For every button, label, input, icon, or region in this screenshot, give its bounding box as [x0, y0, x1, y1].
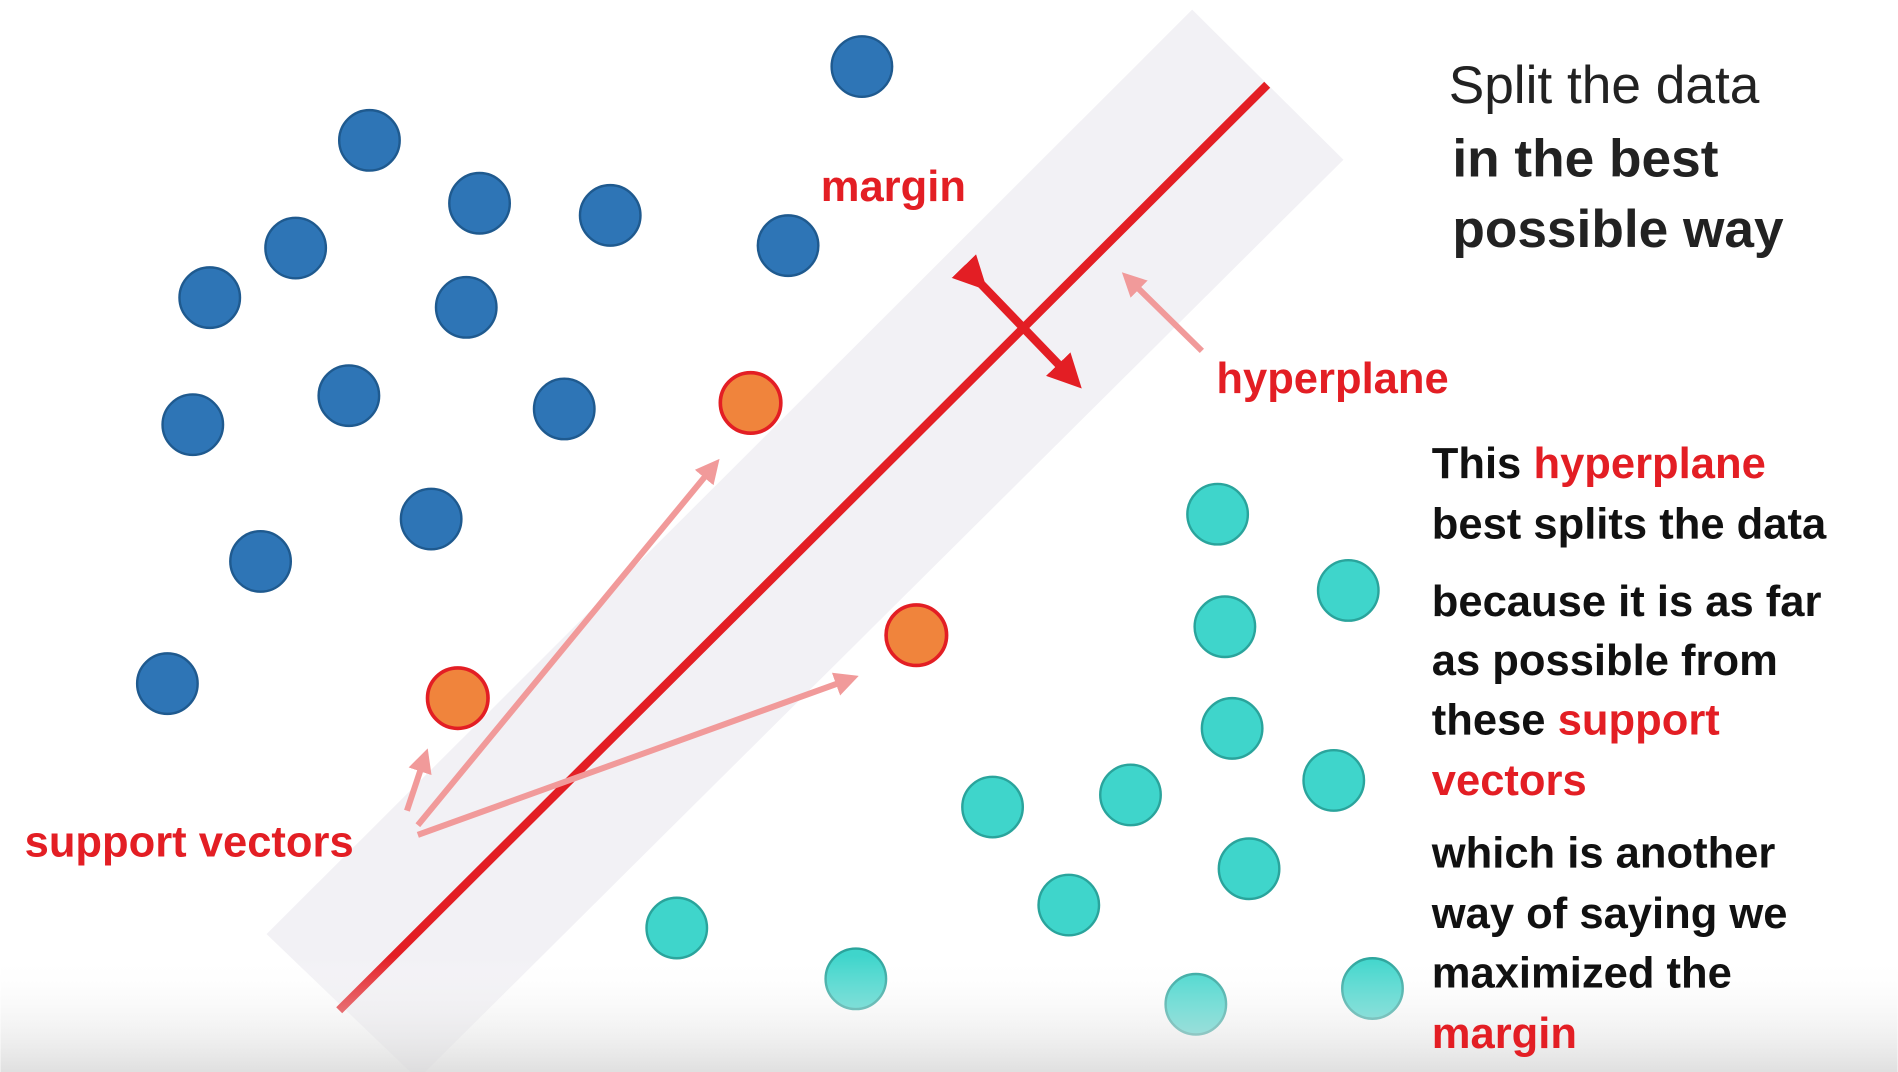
heading-line: Split the data	[1449, 56, 1760, 115]
explanation-line: vectors	[1432, 757, 1587, 805]
blue-point	[229, 529, 293, 593]
teal-point	[1217, 837, 1281, 901]
highlight-word: vectors	[1432, 757, 1587, 805]
explanation-line: as possible from	[1432, 637, 1778, 685]
support-pointer	[404, 748, 432, 812]
explanation-line: because it is as far	[1432, 578, 1822, 626]
teal-point	[1193, 595, 1257, 659]
teal-point	[1037, 873, 1101, 937]
text-segment: way of saying we	[1431, 890, 1788, 938]
explanation-line: maximized the	[1432, 949, 1732, 997]
text-segment: these	[1432, 696, 1546, 744]
text-segment: maximized the	[1432, 949, 1732, 997]
support-pointer	[416, 672, 859, 838]
support-vector	[884, 603, 949, 668]
text-segment: because it is as far	[1432, 578, 1822, 626]
text-segment: which is another	[1431, 830, 1776, 878]
support-vector	[718, 370, 783, 435]
explanation-line: these support	[1432, 696, 1720, 744]
hyperplane-label: hyperplane	[1216, 355, 1448, 403]
explanation: This hyperplane best splits the data becaus…	[1431, 440, 1827, 1058]
teal-point	[1200, 696, 1264, 760]
blue-point	[756, 214, 820, 278]
blue-point	[448, 171, 512, 235]
heading-line: in the best	[1452, 130, 1718, 189]
blue-point	[337, 108, 401, 172]
explanation-line: margin	[1432, 1010, 1577, 1058]
teal-point	[961, 775, 1025, 839]
blue-point	[317, 364, 381, 428]
explanation-line: way of saying we	[1431, 890, 1788, 938]
blue-point	[264, 216, 328, 280]
pointer-arrows	[404, 272, 1204, 838]
margin-arrow	[951, 254, 1082, 389]
blue-point	[532, 377, 596, 441]
support-vectors-label: support vectors	[25, 819, 354, 867]
explanation-line: This hyperplane	[1432, 440, 1766, 488]
teal-point	[1302, 748, 1366, 812]
blue-point	[578, 183, 642, 247]
text-segment: This	[1432, 440, 1522, 488]
bottom-fade	[0, 955, 1898, 1072]
text-segment: as possible from	[1432, 637, 1778, 685]
margin-label: margin	[821, 163, 966, 211]
highlight-word: margin	[1432, 1010, 1577, 1058]
teal-point	[645, 896, 709, 960]
heading-line: possible way	[1452, 200, 1784, 259]
hyperplane-pointer	[1121, 272, 1204, 354]
blue-point	[135, 652, 199, 716]
teal-point	[1099, 763, 1162, 827]
blue-point	[434, 275, 498, 339]
support-pointer	[415, 458, 720, 828]
teal-point	[1316, 558, 1380, 622]
blue-point	[161, 393, 225, 457]
explanation-line: which is another	[1431, 830, 1776, 878]
explanation-line: best splits the data	[1432, 500, 1827, 548]
teal-point	[1186, 482, 1250, 546]
highlight-word: hyperplane	[1533, 440, 1765, 488]
blue-point	[399, 487, 463, 551]
blue-point	[830, 35, 894, 99]
text-segment: best splits the data	[1432, 500, 1827, 548]
highlight-word: support	[1558, 696, 1720, 744]
blue-point	[178, 266, 242, 330]
support-vector	[425, 666, 490, 731]
hyperplane-line	[336, 81, 1271, 1014]
